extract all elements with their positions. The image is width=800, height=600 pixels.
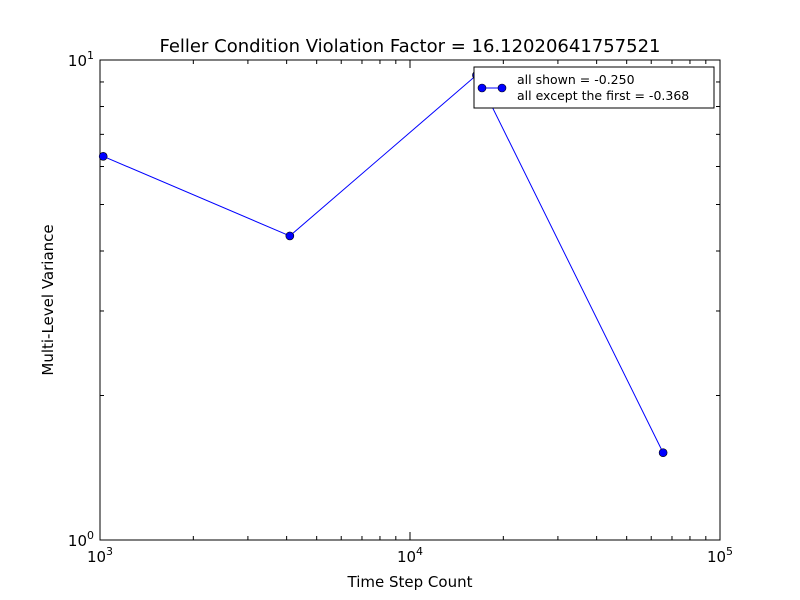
legend-marker-right [497,83,507,93]
x-tick-label: 105 [707,545,733,566]
x-axis-label: Time Step Count [347,573,473,591]
data-point [285,231,295,241]
chart-title: Feller Condition Violation Factor = 16.1… [159,36,660,57]
x-tick-label: 103 [87,545,113,566]
x-tick-label: 104 [397,545,423,566]
y-axis-label: Multi-Level Variance [39,224,57,375]
y-tick-label: 101 [68,49,94,70]
tick-labels: 103 104 105 100 101 [68,49,733,566]
plot-area [99,59,721,541]
legend-box [473,66,715,109]
series-line [102,74,664,453]
legend-marker-left [477,83,487,93]
tick-marks [99,60,721,541]
y-tick-label: 100 [68,529,94,550]
data-point [98,152,108,161]
data-series [98,70,668,458]
legend-entry-all-shown: all shown = -0.250 [517,72,635,87]
legend-entry-all-except-first: all except the first = -0.368 [517,88,689,103]
data-point [658,448,668,458]
legend: all shown = -0.250 all except the first … [473,66,715,109]
